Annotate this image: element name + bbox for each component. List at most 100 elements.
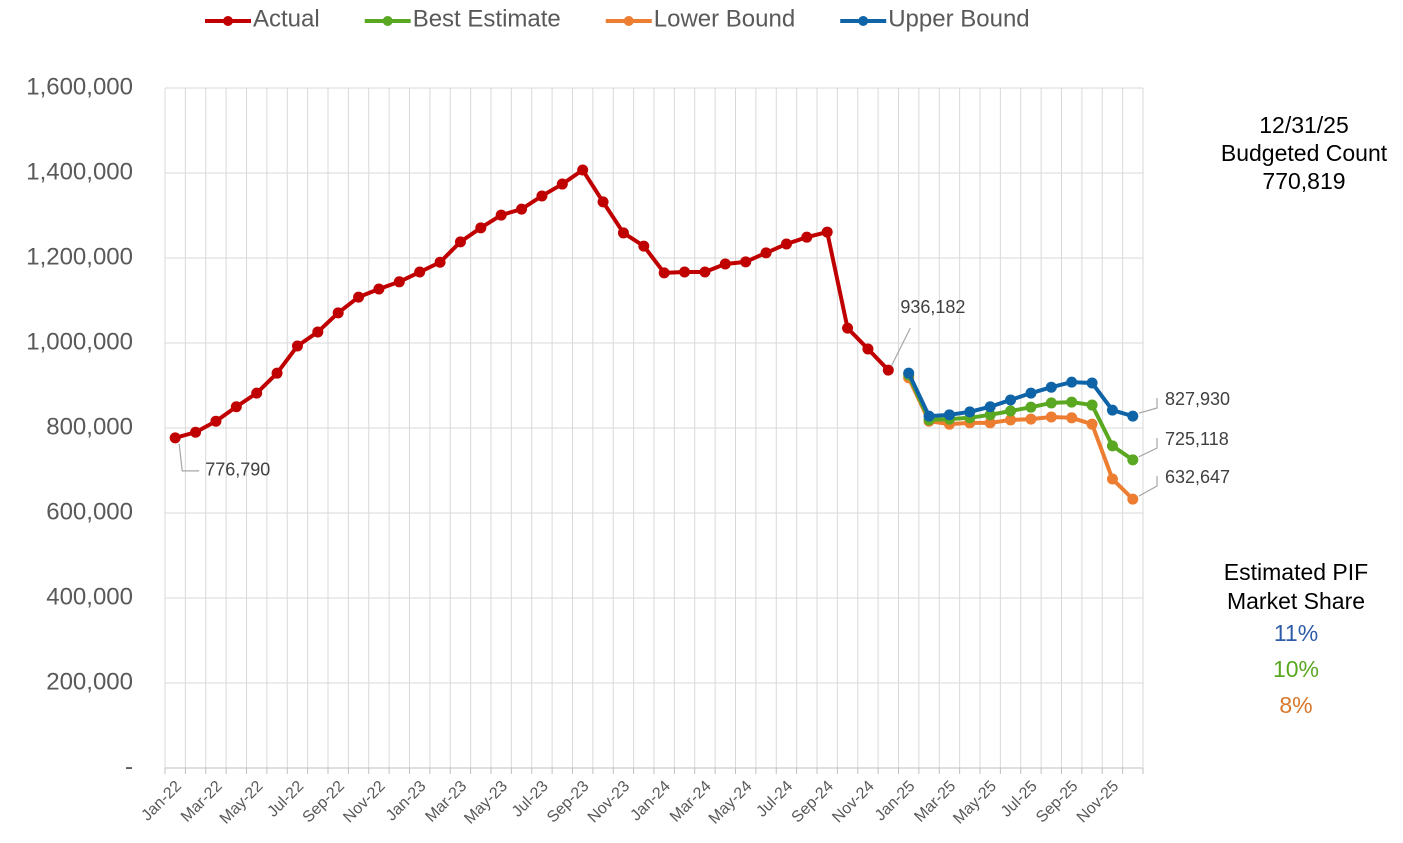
share-title: Estimated PIF xyxy=(1224,559,1368,585)
budget-note: Budgeted Count xyxy=(1221,140,1388,166)
y-tick-label: 800,000 xyxy=(46,413,133,440)
point xyxy=(1045,381,1057,393)
x-tick-label: Jan-25 xyxy=(872,778,919,825)
share-value: 11% xyxy=(1274,620,1318,646)
point xyxy=(373,283,385,295)
point xyxy=(312,326,324,338)
x-tick-label: May-24 xyxy=(706,778,756,828)
legend-marker xyxy=(382,16,393,26)
point xyxy=(1127,493,1139,505)
x-tick-label: May-25 xyxy=(950,778,1000,828)
point xyxy=(1106,473,1118,485)
point xyxy=(984,409,996,421)
point xyxy=(821,226,833,238)
y-tick-label: 1,600,000 xyxy=(26,73,133,100)
point xyxy=(903,367,915,379)
point xyxy=(230,401,242,413)
share-title: Market Share xyxy=(1227,588,1365,614)
x-tick-label: Sep-25 xyxy=(1033,778,1082,827)
legend-label: Best Estimate xyxy=(413,5,561,32)
point xyxy=(984,401,996,413)
point xyxy=(699,266,711,278)
point xyxy=(679,266,691,278)
y-tick-label: 1,400,000 xyxy=(26,158,133,185)
x-tick-label: Jan-23 xyxy=(383,778,430,825)
point xyxy=(1066,376,1078,388)
legend-label: Lower Bound xyxy=(654,5,795,32)
point xyxy=(1025,401,1037,413)
y-tick-label: - xyxy=(125,753,133,780)
label-leader xyxy=(1138,476,1158,497)
point xyxy=(984,417,996,429)
y-tick-label: 400,000 xyxy=(46,583,133,610)
data-label: 827,930 xyxy=(1165,389,1230,409)
point xyxy=(1025,387,1037,399)
y-tick-label: 1,000,000 xyxy=(26,328,133,355)
point xyxy=(1025,413,1037,425)
point xyxy=(516,203,528,215)
point xyxy=(393,276,405,288)
point xyxy=(1086,377,1098,389)
point xyxy=(495,209,507,221)
x-tick-label: Jan-24 xyxy=(627,778,674,825)
data-label: 632,647 xyxy=(1165,467,1230,487)
point xyxy=(475,222,487,234)
point xyxy=(760,247,772,259)
legend-marker xyxy=(223,16,233,26)
point xyxy=(291,340,303,352)
x-tick-label: Jan-22 xyxy=(138,778,185,825)
y-tick-label: 200,000 xyxy=(46,668,133,695)
label-leader xyxy=(178,443,200,472)
point xyxy=(210,415,222,427)
point xyxy=(353,291,365,303)
point xyxy=(1005,405,1017,417)
point xyxy=(801,231,813,243)
x-tick-label: Nov-24 xyxy=(829,778,878,827)
point xyxy=(1005,394,1017,406)
point xyxy=(577,164,589,176)
y-tick-label: 1,200,000 xyxy=(26,243,133,270)
data-label: 725,118 xyxy=(1165,429,1229,449)
point xyxy=(780,238,792,250)
x-tick-label: May-22 xyxy=(217,778,267,828)
point xyxy=(740,256,752,268)
legend-marker xyxy=(858,16,869,26)
x-tick-label: Sep-22 xyxy=(299,778,348,827)
point xyxy=(1127,410,1139,422)
point xyxy=(1106,404,1118,416)
point xyxy=(882,364,894,376)
legend-label: Actual xyxy=(253,5,320,32)
x-tick-label: Sep-24 xyxy=(788,778,837,827)
data-label: 936,182 xyxy=(900,297,965,317)
label-leader xyxy=(1138,398,1158,414)
point xyxy=(190,426,202,438)
point xyxy=(943,409,955,421)
point xyxy=(1045,411,1057,423)
x-tick-label: Nov-22 xyxy=(340,778,389,827)
point xyxy=(1066,396,1078,408)
point xyxy=(1106,440,1118,452)
point xyxy=(169,432,181,444)
point xyxy=(1045,397,1057,409)
point xyxy=(617,227,629,239)
label-leader xyxy=(890,327,911,367)
point xyxy=(434,256,446,268)
x-tick-label: Sep-23 xyxy=(544,778,593,827)
legend-label: Upper Bound xyxy=(888,5,1029,32)
data-label: 776,790 xyxy=(205,460,270,480)
point xyxy=(454,236,466,248)
point xyxy=(1005,414,1017,426)
point xyxy=(597,196,609,208)
point xyxy=(964,406,976,418)
share-value: 8% xyxy=(1279,692,1312,718)
point xyxy=(1127,454,1139,466)
point xyxy=(536,190,548,202)
point xyxy=(556,178,568,190)
x-tick-label: Nov-23 xyxy=(585,778,634,827)
point xyxy=(638,240,650,252)
x-tick-label: Nov-25 xyxy=(1074,778,1123,827)
point xyxy=(862,343,874,355)
point xyxy=(414,266,426,278)
